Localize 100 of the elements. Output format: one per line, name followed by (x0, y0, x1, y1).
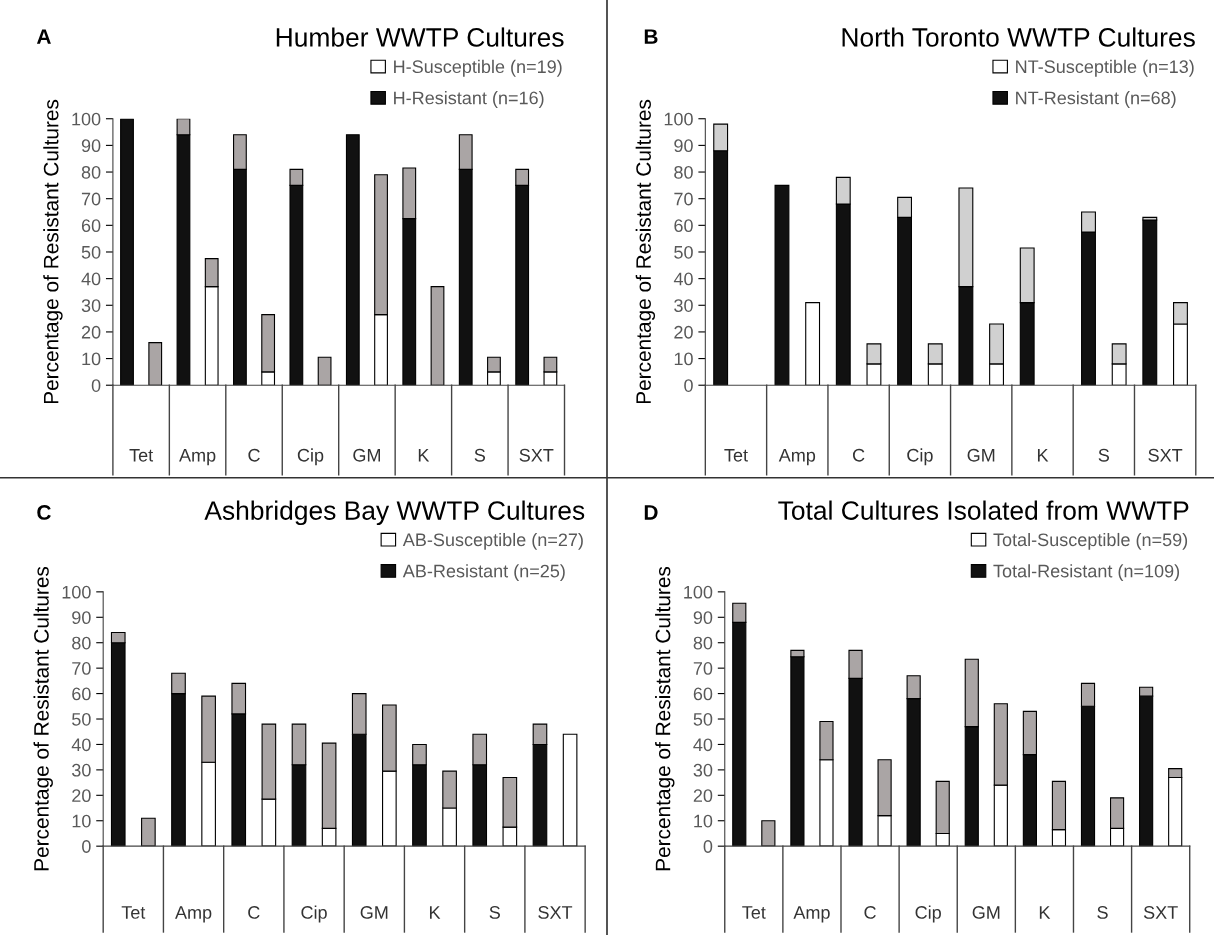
y-tick-label: 50 (81, 245, 101, 259)
y-tick-label: 100 (62, 585, 91, 599)
y-tick-label: 30 (81, 299, 101, 312)
x-tick-label: Amp (778, 449, 816, 466)
bar (148, 342, 163, 386)
y-tick-label: 90 (72, 611, 91, 625)
x-tick-label: Cip (297, 448, 324, 466)
bar (805, 302, 821, 386)
y-tick-label: 0 (91, 379, 101, 392)
legend-label: Total-Resistant (n=109) (993, 564, 1180, 582)
bar (430, 286, 445, 386)
x-tick-label: Amp (793, 906, 830, 923)
x-tick-label: K (1037, 449, 1049, 462)
x-tick-label: GM (967, 448, 995, 462)
x-tick-label: K (1039, 906, 1051, 919)
x-tick-label: C (864, 906, 876, 919)
x-tick-label: K (430, 906, 441, 919)
x-tick-label: SXT (519, 448, 554, 462)
y-axis-title: Percentage of Resistant Cultures (33, 566, 53, 871)
x-tick-label: Tet (742, 906, 766, 919)
chart-title: Humber WWTP Cultures (276, 27, 564, 47)
y-tick-label: 90 (693, 611, 713, 625)
y-tick-label: 60 (81, 219, 101, 233)
y-tick-label: 70 (674, 192, 693, 206)
y-tick-label: 20 (72, 789, 91, 803)
y-tick-label: 80 (81, 165, 101, 179)
x-tick-label: GM (972, 906, 1000, 919)
y-tick-label: 70 (72, 662, 91, 675)
y-tick-label: 80 (674, 165, 693, 179)
x-tick-label: Cip (301, 905, 327, 923)
y-tick-label: 40 (673, 272, 693, 286)
bar (317, 356, 332, 386)
x-tick-label: GM (360, 906, 388, 919)
x-tick-label: Amp (179, 449, 216, 466)
y-tick-label: 10 (72, 814, 91, 828)
chart-title: North Toronto WWTP Cultures (842, 27, 1195, 47)
y-tick-label: 30 (674, 299, 693, 312)
y-tick-label: 40 (693, 738, 713, 752)
x-tick-label: C (853, 448, 865, 462)
y-tick-label: 80 (693, 636, 713, 650)
y-tick-label: 100 (664, 112, 693, 126)
y-tick-label: 0 (703, 840, 713, 853)
chart-title: Total Cultures Isolated from WWTP (778, 500, 1189, 520)
x-tick-label: S (489, 906, 500, 919)
legend-label: H-Resistant (n=16) (394, 91, 544, 108)
bar (761, 820, 776, 847)
x-tick-label: Amp (175, 906, 212, 923)
x-tick-label: K (418, 449, 430, 462)
y-tick-label: 100 (684, 585, 713, 599)
chart-title: Ashbridges Bay WWTP Cultures (204, 500, 585, 526)
x-tick-label: SXT (538, 906, 573, 919)
y-tick-label: 80 (72, 636, 91, 650)
legend-label: Total-Susceptible (n=59) (993, 532, 1188, 550)
text: D (644, 505, 658, 520)
legend-label: AB-Susceptible (n=27) (402, 532, 583, 550)
x-tick-label: SXT (1143, 906, 1178, 919)
legend-label: NT-Susceptible (n=13) (1016, 59, 1194, 77)
x-tick-label: C (248, 906, 260, 919)
y-tick-label: 60 (674, 219, 693, 233)
bar (774, 184, 790, 386)
legend-label: NT-Resistant (n=68) (1016, 91, 1176, 108)
x-tick-label: Tet (129, 449, 154, 462)
y-axis-title: Percentage of Resistant Cultures (655, 566, 675, 871)
y-tick-label: 90 (81, 139, 101, 153)
y-tick-label: 60 (72, 687, 91, 701)
y-tick-label: 0 (684, 379, 693, 392)
y-tick-label: 30 (71, 763, 91, 777)
text: C (37, 505, 51, 520)
y-tick-label: 30 (693, 763, 713, 777)
x-tick-label: GM (353, 448, 380, 462)
x-tick-label: Tet (121, 906, 146, 919)
y-tick-label: 50 (72, 712, 91, 726)
y-tick-label: 40 (81, 272, 101, 286)
y-tick-label: 0 (82, 840, 91, 853)
x-tick-label: SXT (1148, 448, 1183, 462)
text: A (36, 29, 51, 44)
x-tick-label: C (248, 448, 260, 462)
y-tick-label: 20 (693, 789, 713, 803)
y-tick-label: 50 (693, 712, 713, 726)
y-tick-label: 20 (674, 325, 693, 339)
y-tick-label: 90 (674, 139, 693, 153)
y-tick-label: 10 (82, 352, 101, 366)
y-tick-label: 10 (674, 352, 693, 366)
bar (345, 134, 360, 386)
bar (141, 817, 156, 847)
bar (1142, 219, 1158, 386)
bar (120, 118, 134, 386)
x-tick-label: Tet (724, 449, 748, 462)
y-tick-label: 10 (694, 814, 713, 828)
x-tick-label: S (1097, 906, 1108, 919)
y-axis-title: Percentage of Resistant Cultures (43, 99, 63, 404)
x-tick-label: Cip (915, 905, 941, 923)
y-tick-label: 20 (81, 325, 101, 339)
y-tick-label: 70 (693, 662, 713, 675)
y-tick-label: 100 (72, 112, 101, 126)
x-tick-label: S (474, 448, 486, 462)
x-tick-label: Cip (907, 448, 933, 466)
legend-label: H-Susceptible (n=19) (394, 59, 562, 77)
y-tick-label: 70 (81, 192, 101, 206)
legend-label: AB-Resistant (n=25) (402, 564, 565, 582)
